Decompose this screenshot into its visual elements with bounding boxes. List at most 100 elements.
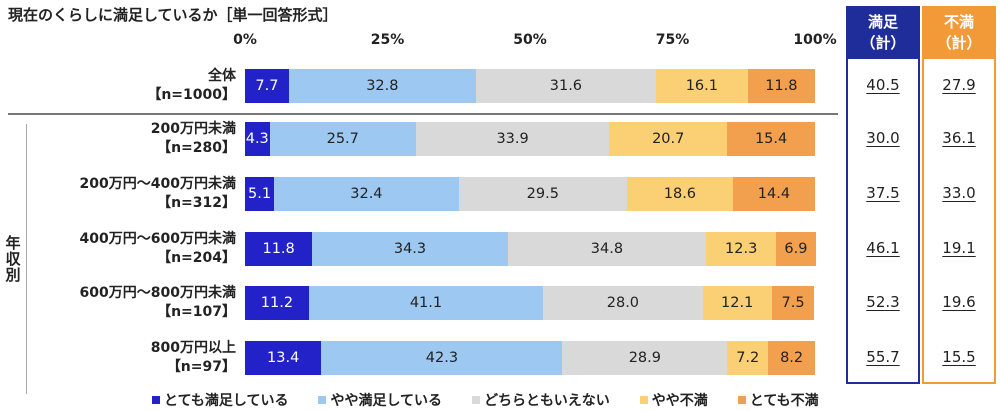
- x-tick-label: 50%: [513, 32, 547, 48]
- bar-segment: 8.2: [768, 341, 815, 375]
- row-label-category: 全体: [208, 68, 236, 84]
- bar-segment: 28.9: [562, 341, 728, 375]
- bar-segment: 12.3: [706, 232, 777, 266]
- legend-label: やや不満: [651, 393, 708, 409]
- bar-segment: 32.4: [274, 177, 459, 211]
- bar-value-label: 28.0: [606, 295, 640, 311]
- bar-segment: 31.6: [475, 69, 656, 103]
- row-label: 800万円以上 【n=97】: [4, 339, 236, 377]
- stacked-bar: 7.7 32.8 31.6 16.1 11.8: [245, 69, 815, 103]
- bar-segment: 34.8: [507, 232, 707, 266]
- bar-segment: 7.7: [245, 69, 289, 103]
- dissatisfied-header-line2: （計）: [936, 33, 982, 52]
- bar-segment: 18.6: [626, 177, 733, 211]
- bar-value-label: 7.5: [781, 295, 805, 311]
- legend-item: やや不満: [639, 390, 708, 410]
- dissatisfied-total-value: 19.6: [942, 293, 976, 311]
- bar-segment: 42.3: [321, 341, 563, 375]
- bar-segment: 33.9: [416, 122, 610, 156]
- bar-segment: 11.8: [245, 232, 313, 266]
- bar-segment: 15.4: [727, 122, 815, 156]
- satisfied-total-header: 満足 （計）: [846, 6, 920, 59]
- stacked-bar: 5.1 32.4 29.5 18.6 14.4: [245, 177, 815, 211]
- bar-value-label: 20.7: [652, 131, 685, 147]
- row-label-n: 【n=107】: [157, 304, 236, 320]
- bar-segment: 34.3: [312, 232, 508, 266]
- bar-value-label: 16.1: [685, 78, 718, 94]
- dissatisfied-total-header: 不満 （計）: [922, 6, 996, 59]
- row-label-n: 【n=204】: [157, 250, 236, 266]
- stacked-bar: 11.2 41.1 28.0 12.1 7.5: [245, 286, 815, 320]
- legend-swatch: [737, 396, 746, 404]
- bar-segment: 11.2: [245, 286, 309, 320]
- bar-segment: 41.1: [308, 286, 544, 320]
- row-label-n: 【n=312】: [157, 195, 236, 211]
- legend-item: とても満足している: [152, 390, 288, 410]
- bar-value-label: 12.3: [725, 241, 758, 257]
- x-tick-label: 100%: [793, 32, 837, 48]
- row-label: 200万円～400万円未満 【n=312】: [4, 175, 236, 213]
- row-label-n: 【n=97】: [166, 359, 236, 375]
- satisfied-header-line1: 満足: [867, 12, 898, 31]
- satisfied-total-value: 40.5: [866, 76, 900, 94]
- bar-segment: 7.5: [771, 286, 815, 320]
- bar-value-label: 4.3: [245, 131, 269, 147]
- bar-value-label: 29.5: [526, 186, 559, 202]
- bar-value-label: 7.7: [255, 78, 279, 94]
- row-label: 400万円～600万円未満 【n=204】: [4, 230, 236, 268]
- row-label-category: 200万円未満: [150, 121, 236, 137]
- bar-value-label: 11.8: [765, 78, 798, 94]
- bar-value-label: 32.8: [366, 78, 399, 94]
- bar-segment: 29.5: [458, 177, 627, 211]
- bar-value-label: 42.3: [425, 350, 459, 366]
- bar-value-label: 7.2: [736, 350, 760, 366]
- legend-swatch: [639, 396, 648, 404]
- bar-value-label: 33.9: [496, 131, 529, 147]
- legend: とても満足している やや満足している どちらともいえない やや不満 とても不満: [152, 390, 849, 410]
- bar-value-label: 34.8: [590, 241, 624, 257]
- legend-swatch: [472, 396, 481, 404]
- row-label-n: 【n=1000】: [147, 87, 236, 103]
- bar-value-label: 18.6: [663, 186, 697, 202]
- legend-label: とても満足している: [164, 393, 289, 409]
- bar-segment: 32.8: [288, 69, 476, 103]
- stacked-bar: 13.4 42.3 28.9 7.2 8.2: [245, 341, 815, 375]
- bar-value-label: 32.4: [350, 186, 383, 202]
- dissatisfied-total-value: 15.5: [942, 348, 976, 366]
- satisfied-total-value: 46.1: [866, 239, 900, 257]
- bar-value-label: 11.8: [262, 241, 295, 257]
- legend-item: どちらともいえない: [472, 390, 610, 410]
- row-label: 200万円未満 【n=280】: [4, 120, 236, 158]
- group-label: 年収別: [0, 124, 27, 394]
- satisfied-total-value: 52.3: [866, 293, 900, 311]
- dissatisfied-total-value: 36.1: [942, 129, 976, 147]
- bar-segment: 28.0: [543, 286, 703, 320]
- bar-value-label: 25.7: [326, 131, 359, 147]
- bar-value-label: 13.4: [267, 350, 300, 366]
- bar-value-label: 6.9: [784, 241, 808, 257]
- satisfied-header-line2: （計）: [860, 33, 906, 52]
- row-label-category: 600万円～800万円未満: [79, 285, 236, 301]
- legend-label: とても不満: [749, 393, 819, 409]
- group-label-text: 年収別: [3, 235, 22, 283]
- bar-value-label: 31.6: [549, 78, 583, 94]
- bar-segment: 25.7: [269, 122, 416, 156]
- legend-label: やや満足している: [330, 393, 443, 409]
- bar-value-label: 41.1: [409, 295, 443, 311]
- dissatisfied-total-value: 33.0: [942, 184, 976, 202]
- x-tick-label: 0%: [233, 32, 257, 48]
- bar-segment: 6.9: [776, 232, 816, 266]
- page-title: 現在のくらしに満足しているか［単一回答形式］: [8, 6, 338, 24]
- stacked-bar: 4.3 25.7 33.9 20.7 15.4: [245, 122, 815, 156]
- bar-value-label: 11.2: [260, 295, 294, 311]
- bar-value-label: 5.1: [248, 186, 272, 202]
- satisfied-total-value: 55.7: [866, 348, 900, 366]
- stacked-bar: 11.8 34.3 34.8 12.3 6.9: [245, 232, 816, 266]
- x-tick-label: 25%: [370, 32, 405, 48]
- bar-segment: 12.1: [702, 286, 772, 320]
- bar-value-label: 34.3: [393, 241, 427, 257]
- satisfied-total-value: 30.0: [866, 129, 900, 147]
- dissatisfied-total-value: 27.9: [942, 76, 976, 94]
- dissatisfied-header-line1: 不満: [943, 12, 974, 31]
- bar-segment: 7.2: [727, 341, 769, 375]
